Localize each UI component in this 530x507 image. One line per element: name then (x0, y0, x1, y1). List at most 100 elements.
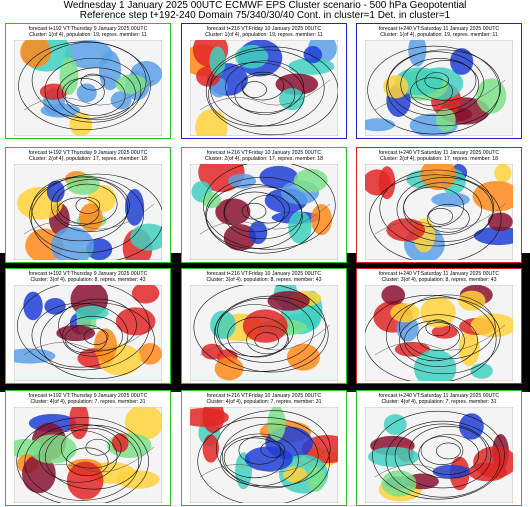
coastline (199, 446, 331, 478)
anomaly (223, 224, 257, 251)
anomaly (110, 91, 132, 110)
cluster-panel: forecast t+216 VT:Friday 10 January 2025… (181, 147, 347, 263)
anomaly (69, 407, 89, 440)
anomaly (458, 330, 480, 367)
panel-caption: forecast t+240 VT:Saturday 11 January 20… (378, 150, 500, 156)
contour (31, 302, 129, 368)
anomaly (473, 226, 513, 246)
panel-caption: forecast t+216 VT:Friday 10 January 2025… (206, 271, 322, 277)
anomaly (125, 188, 145, 226)
contour (223, 437, 285, 479)
anomaly (78, 203, 103, 232)
map (190, 407, 338, 503)
anomaly (383, 414, 407, 435)
cluster-panel: forecast t+240 VT:Saturday 11 January 20… (356, 268, 522, 384)
coastline (374, 446, 506, 478)
contour (238, 435, 282, 465)
anomaly (288, 58, 335, 75)
contour (83, 328, 109, 345)
contour (75, 197, 101, 214)
anomaly (124, 407, 162, 440)
contour (30, 173, 162, 260)
panel-caption: forecast t+216 VT:Friday 10 January 2025… (206, 150, 322, 156)
cluster-panel: forecast t+240 VT:Saturday 11 January 20… (356, 147, 522, 263)
anomaly (267, 290, 310, 311)
map (190, 40, 338, 136)
cluster-panel: forecast t+240 VT:Saturday 11 January 20… (356, 23, 522, 139)
anomaly (431, 325, 458, 339)
contour (224, 191, 285, 233)
anomaly (66, 461, 104, 500)
panel-caption: forecast t+216 VT:Friday 10 January 2025… (206, 26, 322, 32)
contour (372, 410, 505, 500)
map (14, 285, 162, 381)
contour (424, 72, 450, 89)
anomaly (228, 173, 257, 189)
contour (215, 410, 331, 487)
anomaly (259, 165, 299, 189)
anomaly (29, 434, 77, 464)
coastline (199, 203, 331, 235)
cluster-panel: forecast t+192 VT:Thursday 9 January 202… (5, 268, 171, 384)
contour (225, 60, 304, 114)
contour (399, 314, 478, 367)
contour (404, 320, 465, 362)
anomaly (394, 341, 431, 357)
anomaly (365, 169, 391, 196)
anomaly (22, 454, 56, 494)
anomaly (130, 223, 162, 251)
contour (367, 45, 500, 135)
coastline (23, 446, 155, 478)
panel-caption: forecast t+192 VT:Thursday 9 January 202… (28, 150, 148, 156)
contour (24, 424, 140, 501)
panel-caption: Cluster: 1(of 4), population: 19, repres… (205, 32, 323, 38)
anomaly (215, 198, 251, 226)
contour (415, 60, 477, 101)
contour (408, 425, 488, 479)
contour (18, 41, 151, 131)
contour (56, 183, 118, 225)
anomaly (472, 180, 513, 212)
anomaly (23, 291, 43, 321)
contour (246, 325, 289, 355)
anomaly (115, 470, 160, 489)
anomaly (20, 40, 51, 68)
contour (365, 294, 497, 381)
anomaly (473, 446, 513, 479)
contour (399, 294, 496, 360)
contour (65, 447, 109, 477)
map (365, 164, 513, 260)
contour (254, 332, 280, 349)
anomaly (46, 180, 65, 203)
panel-caption: Cluster: 1(of 4), population: 19, repres… (29, 32, 147, 38)
anomaly (450, 48, 474, 75)
coastline (199, 79, 331, 111)
contour (51, 179, 130, 232)
contour (17, 285, 150, 371)
panel-caption: forecast t+240 VT:Saturday 11 January 20… (378, 271, 500, 277)
anomaly (381, 285, 406, 305)
contour (203, 164, 336, 250)
contour (394, 423, 492, 489)
cluster-panel: forecast t+192 VT:Thursday 9 January 202… (5, 390, 171, 506)
anomaly (248, 221, 268, 245)
map (14, 407, 162, 503)
anomaly (209, 46, 226, 76)
anomaly (413, 349, 457, 381)
cluster-panel: forecast t+216 VT:Friday 10 January 2025… (181, 23, 347, 139)
anomaly (470, 363, 493, 379)
panel-caption: Cluster: 2(of 4), population: 17, repres… (205, 156, 323, 162)
anomaly (195, 109, 228, 136)
contour (396, 177, 494, 242)
cluster-panel: forecast t+192 VT:Thursday 9 January 202… (5, 23, 171, 139)
map (190, 164, 338, 260)
panel-caption: forecast t+192 VT:Thursday 9 January 202… (28, 271, 148, 277)
anomaly (214, 356, 244, 381)
contour (400, 58, 480, 111)
map (190, 285, 338, 381)
anomaly (202, 407, 225, 434)
contour (387, 51, 485, 117)
contour (241, 71, 285, 101)
panel-caption: Cluster: 4(of 4), population: 7, repres.… (30, 399, 146, 405)
